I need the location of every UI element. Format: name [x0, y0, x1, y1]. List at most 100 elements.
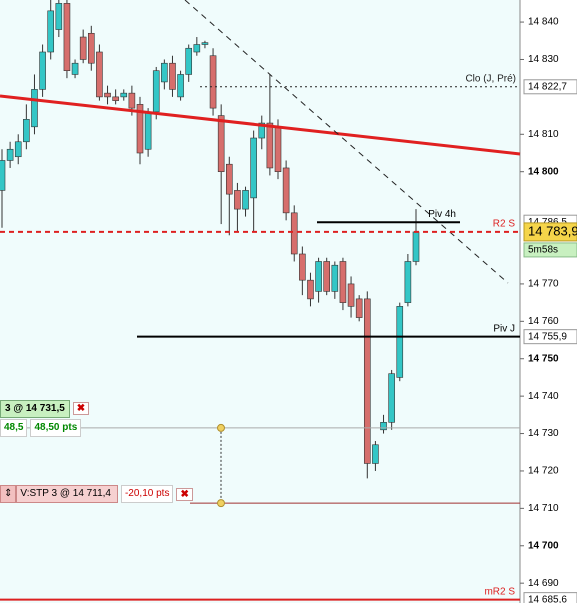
candle-body — [193, 44, 201, 53]
candle-body — [217, 115, 225, 172]
stop-points: -20,10 pts — [120, 485, 174, 504]
candle-body — [104, 92, 111, 98]
stop-icon: ⇕ — [0, 485, 17, 504]
candle-body — [266, 122, 274, 169]
candle-body — [404, 261, 412, 303]
candle-body — [250, 137, 257, 199]
order-gain: 48,5 — [0, 418, 28, 437]
candle-body — [363, 298, 371, 464]
level-label: R2 S — [493, 219, 516, 230]
level-label: Piv 4h — [428, 209, 456, 220]
y-tick-label: 14 840 — [528, 17, 559, 28]
level-value-label: 14 685,6 — [528, 594, 567, 603]
candle-body — [209, 55, 217, 109]
candle-body — [136, 104, 144, 154]
candle-body — [120, 92, 128, 98]
candle-body — [234, 190, 241, 210]
candle-body — [290, 212, 298, 255]
candle-body — [258, 122, 266, 139]
candle-body — [161, 62, 168, 83]
order-text: 3 @ 14 731,5 — [0, 399, 70, 418]
candle-body — [112, 96, 119, 101]
level-value-box — [523, 592, 577, 603]
candle-body — [185, 47, 193, 75]
candle-body — [23, 119, 30, 143]
y-tick-label: 14 730 — [528, 428, 559, 439]
y-tick-label: 14 830 — [528, 54, 559, 65]
candle-body — [87, 32, 95, 64]
candle-body — [339, 261, 347, 303]
candle-body — [169, 62, 176, 90]
candle-body — [201, 42, 209, 45]
y-tick-label: 14 800 — [528, 166, 559, 177]
candle-body — [396, 306, 404, 378]
level-value-label: 14 755,9 — [528, 331, 567, 342]
candle-body — [331, 264, 339, 292]
candle-body — [347, 283, 355, 307]
candle-body — [128, 92, 136, 109]
candle-body — [152, 70, 160, 113]
trend-line — [0, 94, 521, 156]
y-tick-label: 14 690 — [528, 578, 559, 589]
candle-body — [315, 261, 322, 292]
candle-body — [6, 148, 14, 161]
y-tick-label: 14 740 — [528, 391, 559, 402]
candle-body — [307, 279, 314, 300]
level-label: mR2 S — [484, 586, 515, 597]
stop-handle — [217, 499, 225, 508]
candle-body — [225, 163, 233, 195]
level-label: Clo (J, Pré) — [465, 73, 516, 84]
candle-body — [355, 298, 363, 318]
stop-order-text: V:STP 3 @ 14 711,4 — [16, 485, 118, 504]
level-value-box — [523, 329, 577, 345]
y-tick-label: 14 720 — [528, 466, 559, 477]
candle-body — [388, 373, 395, 423]
y-tick-label: 14 700 — [528, 540, 559, 551]
candle-body — [55, 3, 63, 30]
candle-body — [380, 422, 387, 431]
order-gain-row: 48,5 48,50 pts — [0, 418, 82, 437]
candle-body — [177, 74, 184, 98]
stop-order-box: ⇕ V:STP 3 @ 14 711,4 -20,10 pts ✖ — [0, 485, 193, 504]
candle-body — [14, 141, 22, 158]
y-tick-label: 14 810 — [528, 129, 559, 140]
level-value-label: 14 822,7 — [528, 81, 567, 92]
candle-body — [79, 36, 87, 60]
y-tick-label: 14 750 — [528, 353, 559, 364]
countdown-label: 5m58s — [528, 245, 558, 256]
candle-body — [63, 3, 71, 71]
close-button[interactable]: ✖ — [176, 487, 193, 501]
level-value-label: 14 786,5 — [528, 217, 567, 228]
last-price-box — [523, 222, 577, 242]
plot-background — [0, 0, 520, 603]
candle-body — [71, 62, 79, 75]
order-handle — [217, 423, 225, 432]
y-tick-label: 14 710 — [528, 503, 559, 514]
y-tick-label: 14 760 — [528, 316, 559, 327]
candle-body — [31, 89, 38, 128]
last-price-label: 14 783,9 — [528, 223, 577, 238]
level-label: Piv J — [493, 323, 515, 334]
candle-body — [47, 10, 55, 53]
price-axis-background — [520, 0, 577, 603]
candle-body — [242, 190, 249, 210]
trend-line-dashed — [184, 0, 509, 284]
candle-body — [412, 231, 420, 262]
candle-body — [372, 444, 379, 464]
candle-body — [0, 160, 6, 191]
level-value-box — [523, 79, 577, 95]
close-button[interactable]: ✖ — [72, 402, 90, 416]
candle-body — [274, 126, 282, 172]
order-points: 48,50 pts — [30, 418, 82, 437]
candle-body — [39, 51, 46, 90]
candle-body — [323, 261, 331, 292]
candle-body — [299, 253, 306, 281]
y-tick-label: 14 770 — [528, 279, 559, 290]
countdown-box — [523, 242, 577, 258]
marks — [0, 0, 420, 479]
candle-body — [282, 167, 290, 214]
candle-body — [96, 51, 103, 98]
candle-body — [144, 111, 152, 150]
